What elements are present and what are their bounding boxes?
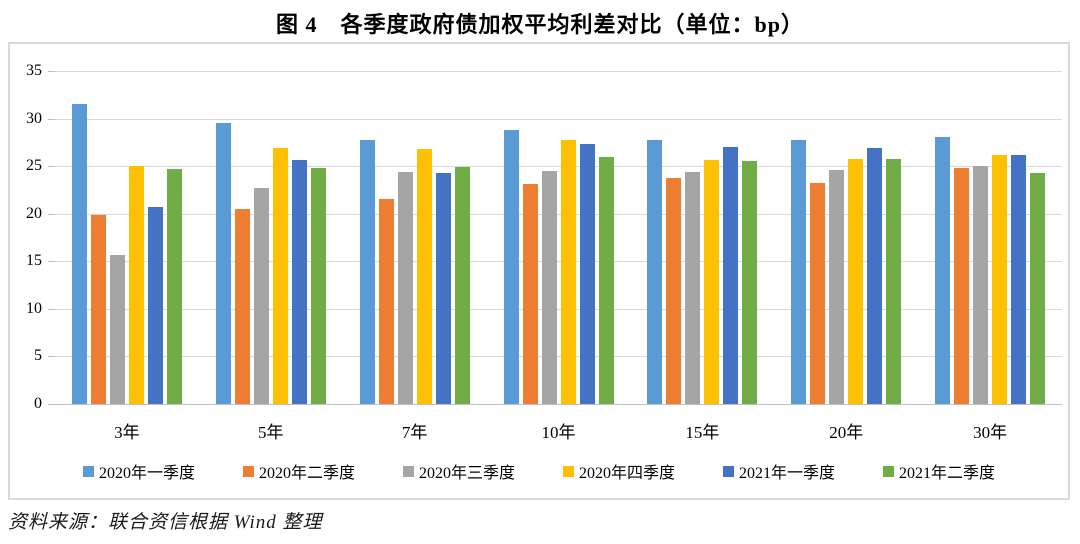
legend-swatch-icon <box>82 465 94 477</box>
bar-2021年二季度-3年 <box>166 169 182 404</box>
y-tick-label: 10 <box>26 300 42 317</box>
bar-2020年二季度-3年 <box>90 214 106 404</box>
bar-2021年一季度-10年 <box>579 144 595 404</box>
x-axis-label: 15年 <box>685 423 720 442</box>
y-axis-tick <box>48 404 55 405</box>
bar-2020年三季度-30年 <box>973 166 989 404</box>
y-tick-label: 15 <box>26 252 42 269</box>
bar-2021年二季度-15年 <box>742 161 758 404</box>
legend-swatch-icon <box>723 465 735 477</box>
bar-2020年四季度-7年 <box>416 149 432 404</box>
bar-2020年四季度-15年 <box>704 160 720 404</box>
legend-item: 2020年三季度 <box>402 459 515 483</box>
bar-2020年三季度-7年 <box>397 171 413 404</box>
gridline <box>55 261 1062 262</box>
bar-2021年二季度-7年 <box>454 167 470 404</box>
gridline <box>55 166 1062 167</box>
x-axis-label: 30年 <box>973 423 1008 442</box>
y-axis-tick <box>48 119 55 120</box>
bar-2020年二季度-15年 <box>666 177 682 404</box>
legend-swatch-icon <box>402 465 414 477</box>
legend: 2020年一季度 2020年二季度 2020年三季度 2020年四季度 2021年一季度… <box>10 459 1068 483</box>
gridline <box>55 119 1062 120</box>
legend-item: 2021年一季度 <box>723 459 835 483</box>
chart-title: 图 4 各季度政府债加权平均利差对比（单位：bp） <box>276 12 804 37</box>
y-tick-label: 0 <box>34 395 42 412</box>
chart-area: 0 5 10 15 20 25 30 35 3年 5年 7年 10年 15年 20年 30年 2020年一季… <box>8 42 1070 500</box>
bar-2021年二季度-10年 <box>598 156 614 404</box>
y-tick-label: 30 <box>26 110 42 127</box>
bar-2020年二季度-7年 <box>378 199 394 404</box>
legend-label: 2021年一季度 <box>739 465 836 482</box>
bar-2020年三季度-5年 <box>253 188 269 404</box>
x-axis-label: 3年 <box>114 423 140 442</box>
legend-item: 2021年二季度 <box>883 459 995 483</box>
x-axis-label: 20年 <box>829 423 864 442</box>
y-axis-tick <box>48 261 55 262</box>
legend-label: 2020年二季度 <box>258 465 355 482</box>
bar-2020年一季度-5年 <box>215 123 231 404</box>
y-axis-tick <box>48 166 55 167</box>
y-tick-label: 25 <box>26 157 42 174</box>
bar-2020年四季度-5年 <box>272 148 288 404</box>
bar-2021年一季度-3年 <box>147 207 163 404</box>
bar-2020年四季度-10年 <box>560 140 576 404</box>
x-axis-label: 7年 <box>401 423 428 442</box>
legend-label: 2021年二季度 <box>899 465 996 482</box>
bar-2021年二季度-30年 <box>1030 172 1046 404</box>
gridline <box>55 214 1062 215</box>
bar-2021年二季度-5年 <box>310 168 326 404</box>
bar-2020年三季度-3年 <box>109 254 125 404</box>
bar-2020年二季度-10年 <box>522 184 538 404</box>
legend-swatch-icon <box>242 465 254 477</box>
bar-2020年二季度-5年 <box>234 208 250 404</box>
y-axis-tick <box>48 71 55 72</box>
x-axis-label: 5年 <box>258 423 284 442</box>
y-axis-tick <box>48 214 55 215</box>
bar-2021年一季度-20年 <box>867 148 883 404</box>
y-tick-label: 5 <box>34 347 42 364</box>
bar-2020年一季度-7年 <box>359 140 375 404</box>
bar-2020年三季度-15年 <box>685 171 701 404</box>
bar-2020年四季度-30年 <box>992 154 1008 404</box>
bar-2020年一季度-30年 <box>935 136 951 404</box>
x-axis-line <box>55 404 1062 405</box>
legend-label: 2020年四季度 <box>579 465 676 482</box>
source-note: 资料来源：联合资信根据 Wind 整理 <box>8 512 323 533</box>
bar-2021年二季度-20年 <box>886 158 902 404</box>
legend-label: 2020年一季度 <box>98 465 195 482</box>
gridline <box>55 356 1062 357</box>
bar-2020年一季度-15年 <box>647 140 663 404</box>
bar-2020年一季度-20年 <box>791 140 807 404</box>
y-tick-label: 20 <box>26 205 42 222</box>
y-axis-tick <box>48 356 55 357</box>
plot-area: 0 5 10 15 20 25 30 35 3年 5年 7年 10年 15年 20年 30年 <box>26 62 1062 442</box>
bar-2021年一季度-5年 <box>291 160 307 404</box>
gridline <box>55 309 1062 310</box>
bar-2020年二季度-30年 <box>954 168 970 404</box>
legend-item: 2020年一季度 <box>82 459 195 483</box>
bar-2021年一季度-30年 <box>1011 154 1027 404</box>
bar-2020年一季度-3年 <box>71 104 87 404</box>
bar-2020年四季度-3年 <box>128 166 144 404</box>
y-tick-label: 35 <box>26 62 42 79</box>
legend-item: 2020年四季度 <box>563 459 675 483</box>
bar-2021年一季度-15年 <box>723 147 739 404</box>
bar-2020年三季度-10年 <box>541 170 557 404</box>
bar-2020年一季度-10年 <box>503 130 519 404</box>
x-axis-label: 10年 <box>541 423 576 442</box>
bar-2021年一季度-7年 <box>435 172 451 404</box>
bar-2020年二季度-20年 <box>810 183 826 404</box>
bar-2020年四季度-20年 <box>848 158 864 404</box>
legend-item: 2020年二季度 <box>242 459 355 483</box>
gridline <box>55 71 1062 72</box>
y-axis-tick <box>48 309 55 310</box>
legend-label: 2020年三季度 <box>418 465 515 482</box>
legend-swatch-icon <box>883 465 895 477</box>
legend-swatch-icon <box>563 465 574 477</box>
bar-2020年三季度-20年 <box>829 169 845 404</box>
